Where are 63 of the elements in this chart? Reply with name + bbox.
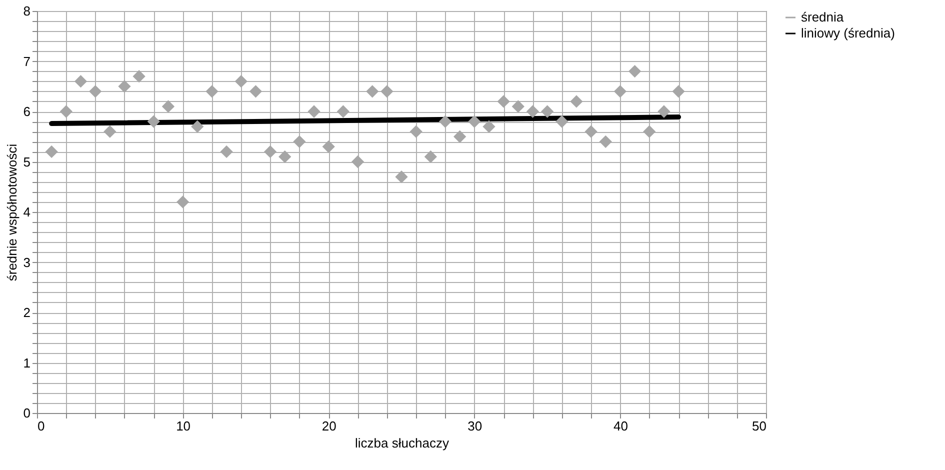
point xyxy=(424,150,437,164)
point xyxy=(526,105,540,118)
y-axis-title: średnie współnotowości xyxy=(4,144,20,282)
y-tick-label: 2 xyxy=(23,305,30,320)
point xyxy=(308,105,320,118)
y-tick-label: 6 xyxy=(23,104,30,119)
point xyxy=(628,64,642,78)
point xyxy=(395,170,408,184)
point xyxy=(45,145,58,158)
point xyxy=(220,145,233,158)
x-tick-label: 50 xyxy=(752,418,766,434)
point xyxy=(453,130,466,143)
point xyxy=(351,155,364,168)
point xyxy=(658,105,670,118)
point xyxy=(74,75,88,88)
point xyxy=(234,75,248,88)
x-tick-label: 40 xyxy=(613,418,628,434)
y-tick-label: 8 xyxy=(23,4,30,18)
y-tick-label: 4 xyxy=(23,204,30,220)
point xyxy=(176,196,190,208)
point xyxy=(278,150,292,164)
y-tick-label: 1 xyxy=(23,355,30,370)
point xyxy=(336,105,350,118)
point xyxy=(512,100,524,113)
point xyxy=(556,115,568,128)
point xyxy=(293,135,306,148)
legend-label: średnia xyxy=(801,10,844,24)
point xyxy=(147,115,160,128)
point xyxy=(366,85,379,98)
y-tick-label: 7 xyxy=(23,54,30,69)
point xyxy=(643,125,656,138)
point xyxy=(599,135,612,148)
legend-label: liniowy (średnia) xyxy=(801,26,895,40)
y-tick-label: 5 xyxy=(23,154,30,170)
x-tick-label: 20 xyxy=(322,418,336,434)
point xyxy=(614,85,627,98)
point xyxy=(118,80,131,93)
point xyxy=(104,125,116,138)
point xyxy=(88,85,102,98)
point xyxy=(132,70,146,83)
x-axis-title: liczba słuchaczy xyxy=(355,436,450,450)
point xyxy=(497,95,510,108)
point xyxy=(60,105,72,118)
point xyxy=(438,115,452,128)
point xyxy=(672,85,685,98)
point xyxy=(410,125,422,138)
y-tick-label: 3 xyxy=(23,254,30,270)
point xyxy=(380,85,394,98)
point xyxy=(322,140,335,153)
point xyxy=(162,100,175,113)
point xyxy=(468,115,481,128)
point xyxy=(584,125,598,138)
x-tick-label: 30 xyxy=(468,418,482,434)
y-tick-label: 0 xyxy=(23,406,30,420)
point xyxy=(264,145,277,158)
point xyxy=(540,105,554,118)
point xyxy=(191,120,204,133)
point xyxy=(249,85,262,98)
point xyxy=(570,95,583,108)
x-tick-label: 10 xyxy=(176,418,191,434)
point xyxy=(482,120,496,133)
x-tick-label: 0 xyxy=(38,418,45,434)
point xyxy=(206,85,218,98)
